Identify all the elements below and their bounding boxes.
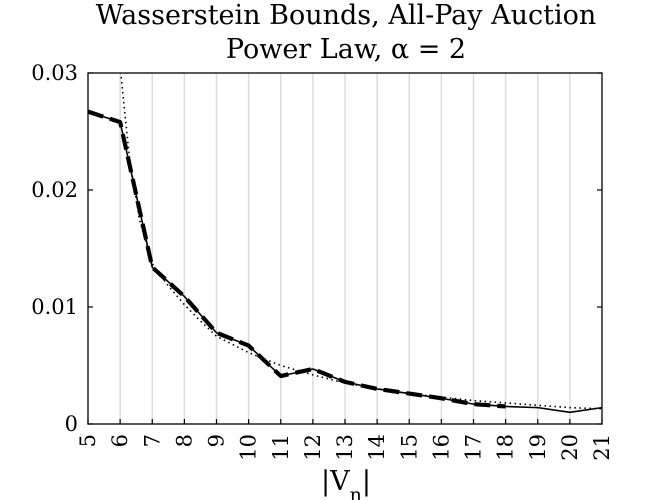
x-axis-label: |Vn| <box>321 466 371 500</box>
x-tick-label: 21 <box>590 434 614 461</box>
x-tick-label: 10 <box>237 434 261 461</box>
x-tick-label: 12 <box>301 434 325 461</box>
y-tick-label: 0.01 <box>31 295 78 319</box>
series-line-dotted <box>119 73 602 410</box>
y-tick-label: 0.02 <box>31 178 78 202</box>
x-tick-label: 19 <box>526 434 550 461</box>
x-tick-label: 9 <box>205 434 229 447</box>
y-tick-labels: 0 0.01 0.02 0.03 <box>31 61 78 436</box>
x-tick-label: 20 <box>558 434 582 461</box>
title-line-2: Power Law, α = 2 <box>226 34 466 65</box>
x-tick-label: 13 <box>333 434 357 461</box>
axis-ticks <box>87 72 603 425</box>
series-line-dashed <box>88 109 506 409</box>
x-tick-label: 18 <box>494 434 518 461</box>
x-tick-labels: 5 6 7 8 9 10 11 12 13 14 15 16 17 18 19 20 21 <box>76 434 614 461</box>
x-tick-label: 6 <box>108 434 132 447</box>
x-tick-label: 15 <box>397 434 421 461</box>
x-tick-label: 11 <box>269 434 293 461</box>
plot-area <box>88 73 602 414</box>
y-tick-label: 0 <box>65 412 78 436</box>
x-tick-label: 5 <box>76 434 100 447</box>
x-tick-label: 14 <box>365 434 389 461</box>
title-line-1: Wasserstein Bounds, All-Pay Auction <box>96 0 597 31</box>
chart-title: Wasserstein Bounds, All-Pay Auction Powe… <box>96 0 597 65</box>
x-tick-label: 8 <box>172 434 196 447</box>
y-tick-label: 0.03 <box>31 61 78 85</box>
x-tick-label: 7 <box>140 434 164 447</box>
grid-lines <box>119 73 571 424</box>
x-tick-label: 17 <box>462 434 486 461</box>
x-tick-label: 16 <box>429 434 453 461</box>
